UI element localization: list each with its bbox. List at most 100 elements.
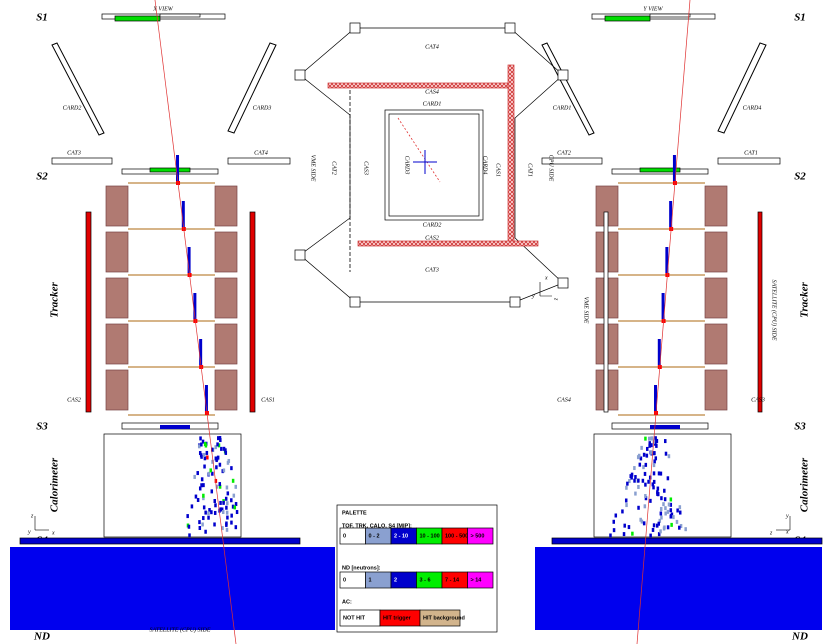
hit bbox=[226, 491, 230, 496]
hit bbox=[202, 516, 205, 521]
shape bbox=[639, 167, 681, 173]
card bbox=[541, 42, 595, 136]
hit bbox=[670, 522, 673, 527]
label: CAS3 bbox=[751, 397, 765, 403]
hit bbox=[652, 485, 655, 490]
hit bbox=[204, 529, 207, 534]
hit bbox=[648, 436, 651, 441]
shape bbox=[51, 157, 113, 165]
hit bbox=[638, 462, 642, 467]
hit bbox=[199, 453, 203, 458]
hit bbox=[215, 458, 218, 463]
hit bbox=[634, 475, 637, 480]
label: 2 bbox=[394, 577, 397, 583]
track bbox=[397, 117, 441, 183]
label: X VIEW bbox=[152, 6, 173, 12]
hit bbox=[218, 482, 222, 487]
hit bbox=[220, 446, 223, 451]
label: VME SIDE bbox=[583, 297, 589, 324]
hit bbox=[650, 443, 653, 448]
shape bbox=[704, 323, 728, 365]
hit bbox=[193, 474, 196, 479]
label: x bbox=[785, 529, 789, 535]
shape bbox=[541, 157, 603, 165]
hit bbox=[624, 498, 628, 503]
label: > 500 bbox=[471, 533, 485, 539]
hit bbox=[200, 483, 203, 488]
hit bbox=[218, 462, 222, 467]
hit bbox=[653, 459, 656, 464]
hit bbox=[656, 490, 659, 495]
label: CAT1 bbox=[744, 150, 758, 156]
hit bbox=[642, 465, 645, 470]
hit bbox=[625, 503, 628, 508]
hit bbox=[659, 471, 663, 476]
label: CARD4 bbox=[482, 156, 489, 175]
hit bbox=[662, 526, 666, 531]
hit bbox=[225, 505, 228, 510]
hit bbox=[649, 533, 652, 538]
label: z bbox=[30, 513, 34, 519]
label: 0 bbox=[343, 577, 346, 583]
hit bbox=[214, 503, 217, 508]
hit bbox=[234, 502, 238, 507]
hit bbox=[644, 494, 647, 499]
shape bbox=[10, 547, 335, 630]
shape bbox=[105, 323, 129, 365]
hit bbox=[657, 471, 661, 476]
hit bbox=[210, 489, 214, 494]
hit bbox=[214, 445, 217, 450]
hit bbox=[648, 441, 652, 446]
hit bbox=[198, 486, 202, 491]
hit bbox=[196, 471, 199, 476]
hit bbox=[199, 436, 202, 441]
hit bbox=[198, 520, 201, 525]
label: 3 - 6 bbox=[420, 577, 431, 583]
hit bbox=[209, 468, 213, 473]
shape bbox=[704, 369, 728, 411]
hit bbox=[676, 508, 679, 513]
label: TOF, TRK, CALO, S4 [MIP]: bbox=[342, 523, 412, 529]
hit bbox=[669, 508, 673, 513]
label: 0 bbox=[343, 533, 346, 539]
hit bbox=[202, 496, 205, 501]
hit bbox=[202, 452, 206, 457]
hit bbox=[198, 525, 202, 530]
shape bbox=[661, 293, 665, 319]
hit bbox=[200, 477, 204, 482]
label: x bbox=[544, 275, 548, 281]
hit bbox=[225, 510, 229, 515]
hit bbox=[627, 525, 631, 530]
hit bbox=[652, 451, 656, 456]
hit bbox=[215, 484, 219, 489]
hit bbox=[642, 452, 646, 457]
hit bbox=[230, 520, 233, 525]
hit bbox=[644, 496, 648, 501]
hit bbox=[231, 478, 235, 483]
card bbox=[51, 42, 105, 136]
shape bbox=[176, 155, 180, 181]
shape bbox=[214, 323, 238, 365]
label: NOT HIT bbox=[343, 615, 366, 621]
shape bbox=[649, 13, 691, 18]
hit bbox=[225, 521, 228, 526]
hit bbox=[210, 447, 214, 452]
hit bbox=[655, 443, 658, 448]
hit bbox=[659, 511, 663, 516]
shape bbox=[467, 571, 494, 589]
hit bbox=[666, 476, 670, 481]
label: CARD2 bbox=[63, 105, 82, 111]
hit bbox=[194, 494, 198, 499]
label: S3 bbox=[794, 421, 806, 433]
hit bbox=[234, 484, 238, 489]
hit bbox=[234, 525, 238, 530]
label: 2 - 10 bbox=[394, 533, 408, 539]
shape bbox=[557, 277, 569, 289]
hit bbox=[217, 443, 221, 448]
hit bbox=[612, 519, 616, 524]
hit bbox=[640, 445, 643, 450]
shape bbox=[388, 113, 480, 217]
hit bbox=[652, 463, 656, 468]
